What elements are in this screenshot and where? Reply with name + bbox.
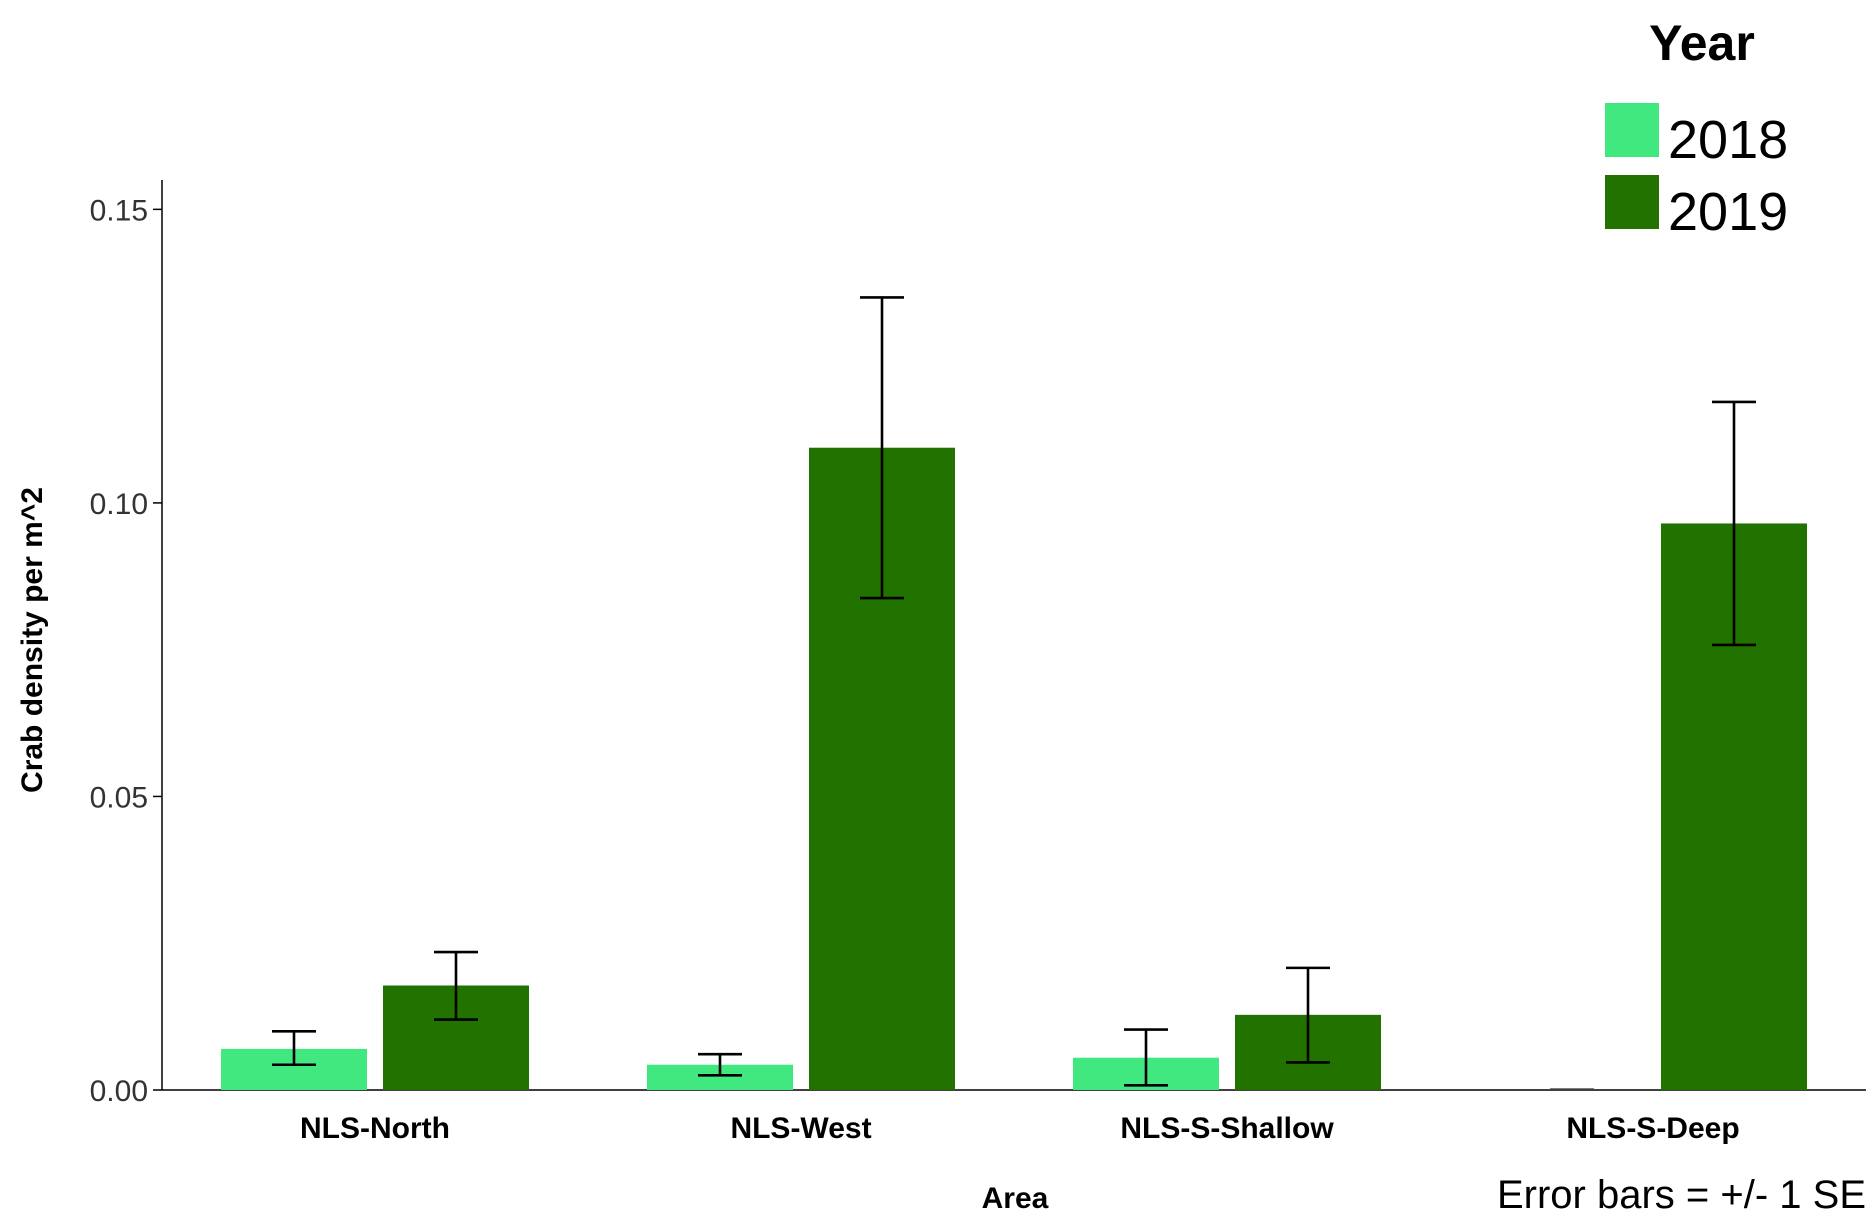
legend-label-2018: 2018 bbox=[1668, 110, 1788, 170]
axes: 0.00 0.05 0.10 0.15 NLS-North NLS-West NLS-S-S… bbox=[90, 180, 1866, 1145]
legend-label-2019: 2019 bbox=[1668, 182, 1788, 242]
legend-swatch-2018 bbox=[1605, 103, 1659, 157]
x-tick-label: NLS-S-Deep bbox=[1566, 1112, 1739, 1145]
bars bbox=[221, 447, 1807, 1090]
x-tick-label: NLS-North bbox=[300, 1112, 450, 1145]
legend: Year 2018 2019 bbox=[1605, 15, 1788, 242]
x-tick-label: NLS-West bbox=[730, 1112, 871, 1145]
legend-title: Year bbox=[1649, 15, 1755, 71]
legend-swatch-2019 bbox=[1605, 175, 1659, 229]
error-bars bbox=[272, 296, 1756, 1087]
x-tick-label: NLS-S-Shallow bbox=[1120, 1112, 1334, 1145]
y-tick-label: 0.15 bbox=[90, 194, 148, 227]
y-tick-label: 0.00 bbox=[90, 1075, 148, 1108]
y-axis-title: Crab density per m^2 bbox=[16, 487, 49, 793]
y-tick-label: 0.05 bbox=[90, 781, 148, 814]
x-axis-title: Area bbox=[982, 1182, 1049, 1214]
error-bars-note: Error bars = +/- 1 SE bbox=[1497, 1173, 1866, 1214]
y-tick-label: 0.10 bbox=[90, 488, 148, 521]
